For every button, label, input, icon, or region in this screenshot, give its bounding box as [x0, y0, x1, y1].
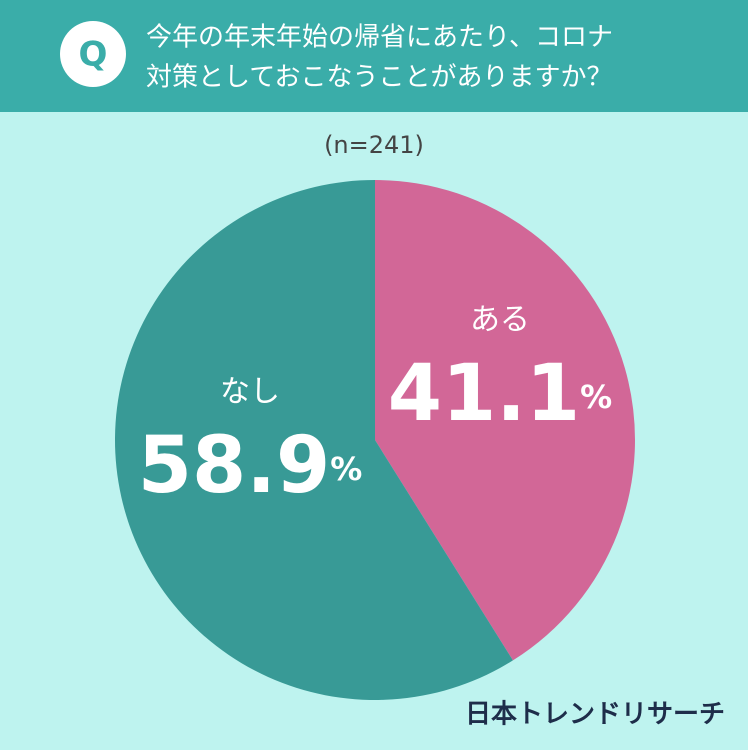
value-label: 58.9%	[138, 421, 363, 511]
brand: 日本トレンドリサーチ	[465, 700, 725, 730]
value-label: 41.1%	[388, 350, 613, 440]
badge: Q	[79, 35, 108, 75]
category-label: ある	[470, 303, 530, 338]
title-line: 対策としておこなうことがありますか？	[146, 63, 612, 93]
title-line: 今年の年末年始の帰省にあたり、コロナ	[146, 23, 613, 53]
pie: ある 41.1% なし 58.9%	[115, 180, 635, 700]
subtitle: (n=241)	[324, 131, 424, 159]
pie-slice	[115, 180, 513, 700]
pie-slice	[375, 180, 635, 661]
badge-circle	[60, 21, 126, 87]
category-label: なし	[220, 374, 280, 409]
